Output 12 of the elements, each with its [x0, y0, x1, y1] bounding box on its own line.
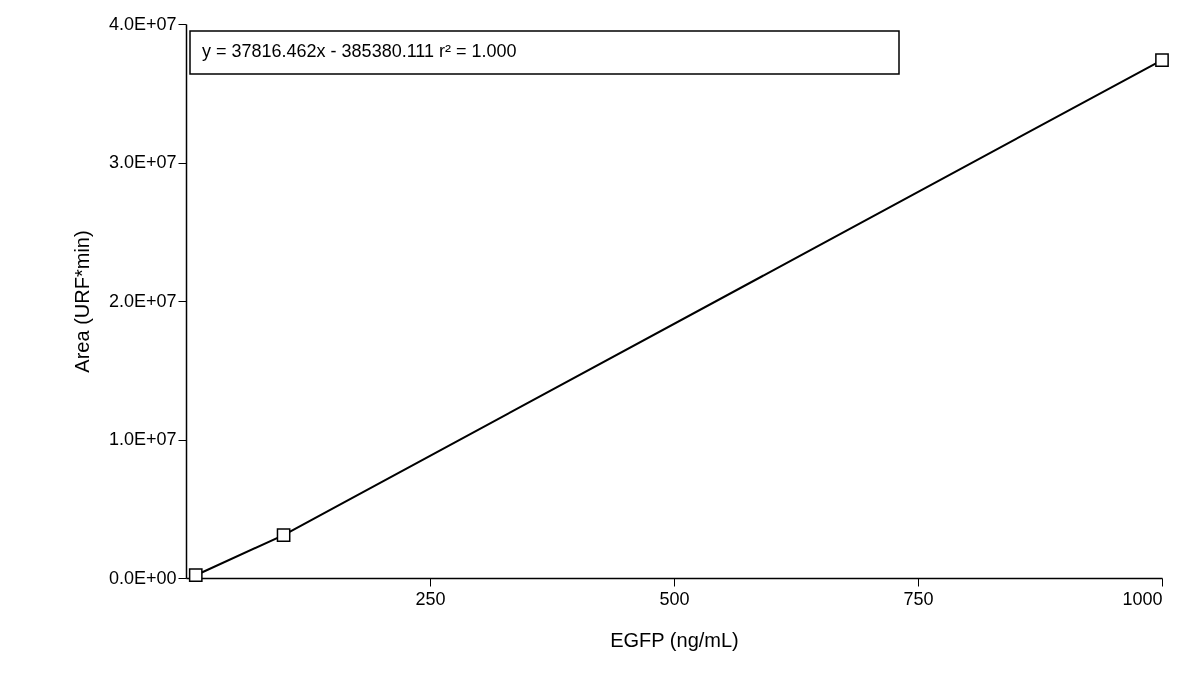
y-tick-label: 0.0E+00	[108, 567, 177, 588]
x-tick-label: 1000	[1122, 588, 1163, 609]
x-tick-label: 750	[903, 588, 934, 609]
y-tick-label: 3.0E+07	[108, 152, 177, 172]
y-tick-label: 1.0E+07	[108, 429, 177, 449]
y-tick-label: 4.0E+07	[108, 13, 177, 34]
x-tick-label: 500	[659, 588, 690, 609]
x-axis-title: EGFP (ng/mL)	[610, 628, 739, 651]
x-tick-label: 250	[415, 588, 446, 609]
y-tick-label: 2.0E+07	[108, 290, 177, 311]
y-axis-title: Area (URF*min)	[70, 230, 93, 373]
annotation: y = 37816.462x - 385380.111 r² = 1.000	[202, 41, 517, 61]
